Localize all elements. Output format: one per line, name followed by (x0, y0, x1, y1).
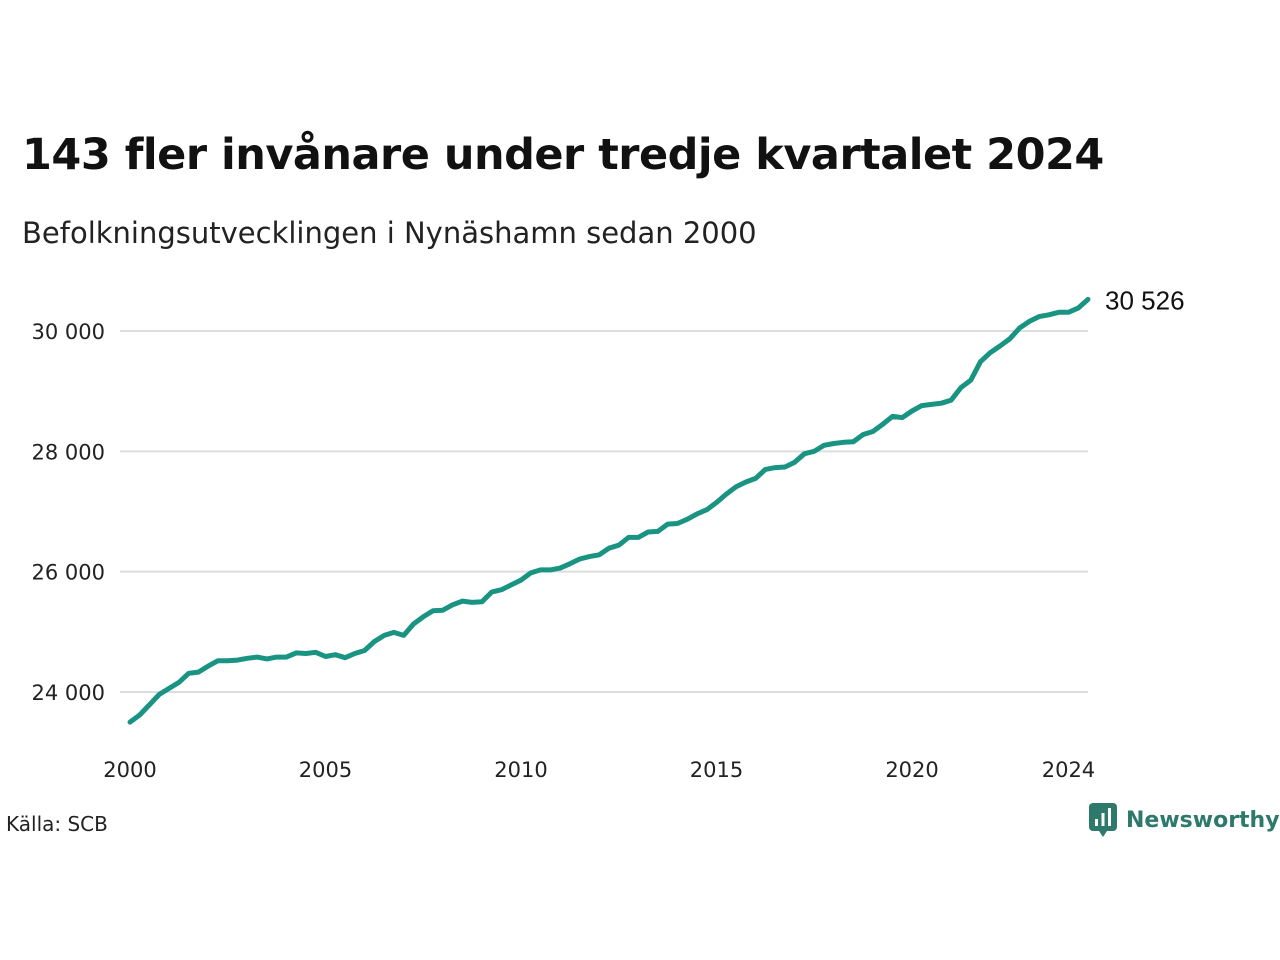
y-tick-label: 26 000 (32, 561, 105, 585)
x-tick-label: 2005 (299, 758, 352, 782)
population-series-line (127, 296, 1091, 725)
x-axis-tick-labels: 2000 2005 2010 2015 2020 2024 (103, 758, 1095, 782)
newsworthy-logo-icon (1089, 803, 1117, 837)
end-value-label: 30 526 (1105, 285, 1185, 315)
source-note: Källa: SCB (6, 812, 108, 836)
y-tick-label: 28 000 (32, 440, 105, 464)
end-label-layer: 30 526 (1105, 285, 1185, 315)
x-tick-label: 2020 (885, 758, 938, 782)
y-tick-label: 30 000 (32, 320, 105, 344)
grid-lines (120, 330, 1088, 693)
chart-title: 143 fler invånare under tredje kvartalet… (22, 130, 1104, 180)
brand-name: Newsworthy (1126, 807, 1280, 833)
brand-logo[interactable]: Newsworthy (1088, 802, 1280, 838)
y-tick-label: 24 000 (32, 681, 105, 705)
y-axis-tick-labels: 24 000 26 000 28 000 30 000 (32, 320, 105, 705)
x-tick-label: 2010 (494, 758, 547, 782)
x-tick-label: 2015 (690, 758, 743, 782)
series-layer (127, 296, 1091, 725)
chart-subtitle: Befolkningsutvecklingen i Nynäshamn seda… (22, 216, 757, 250)
x-tick-label: 2000 (103, 758, 156, 782)
x-tick-label: 2024 (1042, 758, 1095, 782)
